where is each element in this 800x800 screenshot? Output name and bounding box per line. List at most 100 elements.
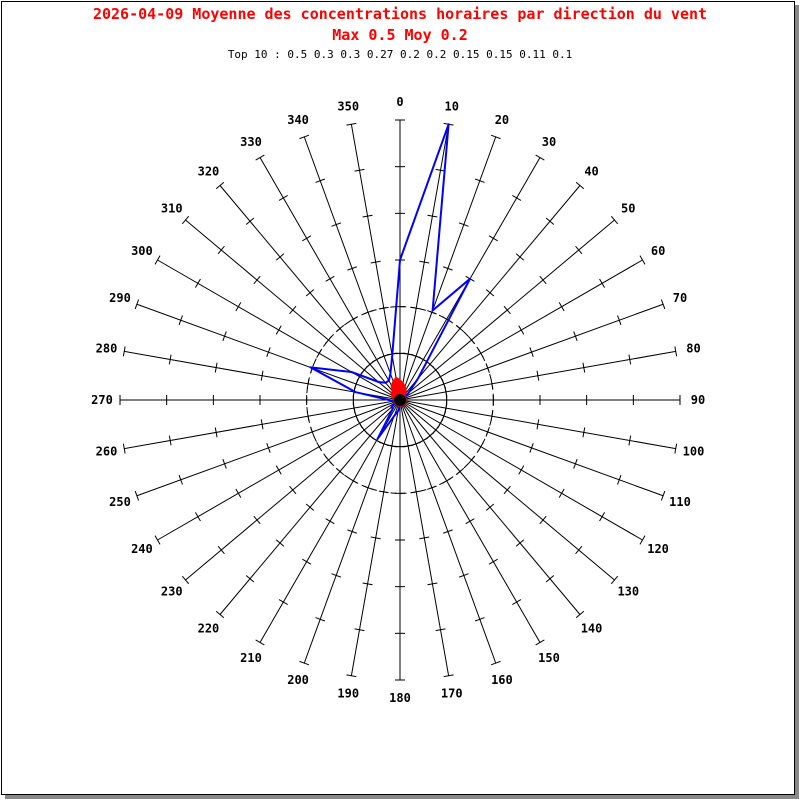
tick-230-6 [181,575,190,585]
tick-40-4 [515,253,525,261]
tick-280-4 [214,362,218,373]
direction-label-60: 60 [651,244,665,258]
tick-120-4 [558,488,565,498]
series-0-point-50 [407,392,410,394]
tick-70-5 [617,315,622,326]
tick-160-6 [490,660,501,666]
direction-label-280: 280 [96,341,118,355]
tick-320-5 [245,217,255,225]
tick-130-3 [503,485,511,495]
tick-230-3 [289,485,297,495]
series-1-point-340 [392,380,395,383]
direction-label-220: 220 [198,621,220,635]
tick-200-4 [331,573,342,578]
direction-label-70: 70 [673,291,687,305]
tick-190-3 [370,536,381,540]
tick-200-2 [363,485,373,490]
tick-70-6 [660,299,666,310]
tick-220-5 [245,575,255,583]
direction-label-20: 20 [495,113,509,127]
direction-label-190: 190 [337,686,359,700]
tick-130-6 [610,575,619,585]
tick-340-3 [347,266,357,271]
tick-320-3 [305,289,315,297]
series-0-point-290 [309,366,312,369]
chart-subtitle: Max 0.5 Moy 0.2 [332,26,468,44]
tick-150-5 [512,599,522,606]
tick-100-2 [490,411,494,422]
direction-label-320: 320 [198,165,220,179]
direction-label-140: 140 [581,621,603,635]
tick-320-2 [335,324,345,333]
center-hub [394,394,406,406]
tick-190-5 [354,628,365,632]
tick-250-2 [310,427,315,437]
tick-200-5 [315,617,326,622]
tick-350-5 [354,168,365,172]
tick-340-5 [315,178,326,183]
tick-70-4 [573,331,578,342]
tick-30-2 [442,316,452,323]
direction-label-230: 230 [161,585,183,599]
series-1-point-290 [391,396,393,398]
series-0-point-10 [447,123,450,126]
tick-190-4 [362,582,373,586]
tick-210-4 [302,558,312,565]
direction-label-300: 300 [131,244,153,258]
tick-300-2 [316,348,323,358]
tick-170-3 [419,536,430,540]
series-0-point-40 [417,377,419,380]
series-0-point-210 [376,437,379,440]
tick-140-2 [455,467,465,476]
tick-170-2 [411,490,422,494]
tick-250-5 [178,474,183,485]
tick-130-2 [467,455,476,465]
tick-50-4 [539,275,547,285]
tick-260-6 [122,443,126,454]
tick-160-5 [474,617,485,622]
tick-100-4 [582,427,586,438]
series-0-point-330 [388,379,390,382]
tick-300-6 [154,255,161,265]
tick-210-2 [348,477,358,484]
series-1-point-310 [390,392,393,394]
tick-350-4 [362,214,373,218]
tick-40-3 [485,289,495,297]
direction-label-0: 0 [396,95,403,109]
direction-label-150: 150 [538,651,560,665]
direction-label-350: 350 [337,100,359,114]
tick-80-2 [490,378,494,389]
direction-label-160: 160 [491,673,513,687]
tick-170-4 [427,582,438,586]
tick-310-2 [324,335,333,345]
direction-label-330: 330 [240,135,262,149]
tick-250-3 [266,443,271,453]
series-0-point-30 [469,277,471,280]
tick-100-5 [628,435,632,446]
series-0-point-200 [393,414,396,417]
tick-290-5 [178,315,183,326]
tick-160-2 [427,485,437,490]
tick-240-4 [235,488,242,498]
direction-label-340: 340 [287,113,309,127]
tick-110-3 [529,443,534,453]
series-0-point-270 [388,399,390,401]
tick-300-3 [275,325,282,335]
tick-190-6 [346,674,357,678]
tick-240-6 [154,535,161,545]
tick-140-6 [575,610,585,619]
tick-60-6 [639,255,646,265]
tick-330-6 [255,154,265,161]
tick-350-6 [346,122,357,126]
tick-40-5 [545,217,555,225]
series-0-point-190 [397,410,399,412]
direction-label-10: 10 [445,100,459,114]
tick-60-2 [477,348,484,358]
tick-50-2 [467,335,476,345]
series-1-point-40 [404,392,407,395]
series-1-point-300 [391,395,394,397]
direction-label-50: 50 [621,201,635,215]
tick-210-5 [278,599,288,606]
tick-60-3 [518,325,525,335]
